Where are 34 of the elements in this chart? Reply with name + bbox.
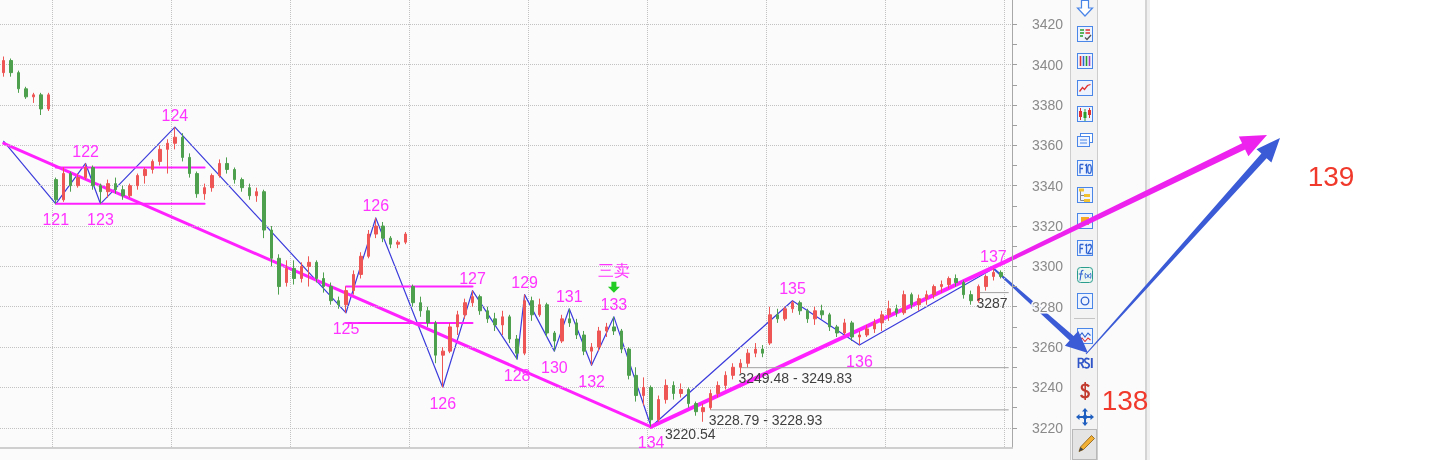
y-tick-label: 3420 xyxy=(1032,16,1064,33)
y-tick-label: 3300 xyxy=(1032,258,1064,275)
annotation: 136 xyxy=(846,352,873,370)
annotation: 128 xyxy=(503,366,531,384)
annotation: 3287 xyxy=(976,294,1008,311)
y-tick-label: 3360 xyxy=(1032,137,1064,154)
text: 139 xyxy=(1307,160,1355,192)
annotation: 3220.54 xyxy=(665,426,716,442)
annotation: 3228.79 - 3228.93 xyxy=(708,411,823,428)
annotation: 132 xyxy=(578,372,606,390)
annotation: 137 xyxy=(980,247,1007,265)
annotation: 127 xyxy=(459,270,486,288)
y-tick-label: 3240 xyxy=(1032,379,1064,396)
y-tick-label: 3220 xyxy=(1032,419,1064,436)
y-tick-label: 3340 xyxy=(1032,177,1064,194)
annotation: 121 xyxy=(42,211,70,229)
y-tick-label: 3380 xyxy=(1032,96,1064,113)
annotation: 124 xyxy=(161,106,189,124)
annotation: 134 xyxy=(637,434,665,452)
annotation: 130 xyxy=(541,358,568,376)
y-tick-label: 3400 xyxy=(1032,56,1064,73)
annotation: 129 xyxy=(511,274,539,292)
annotation: 三卖 xyxy=(597,262,630,280)
annotation: 126 xyxy=(429,394,457,412)
annotation: 122 xyxy=(72,142,100,160)
annotation: 125 xyxy=(332,320,360,338)
annotation: 126 xyxy=(362,197,390,215)
annotation: 123 xyxy=(87,211,114,229)
annotation: 133 xyxy=(600,296,628,314)
annotation: 131 xyxy=(555,288,583,306)
text: 138 xyxy=(1101,384,1149,416)
y-tick-label: 3260 xyxy=(1032,339,1064,356)
y-tick-label: 3320 xyxy=(1032,218,1064,235)
annotation: 135 xyxy=(779,280,806,298)
